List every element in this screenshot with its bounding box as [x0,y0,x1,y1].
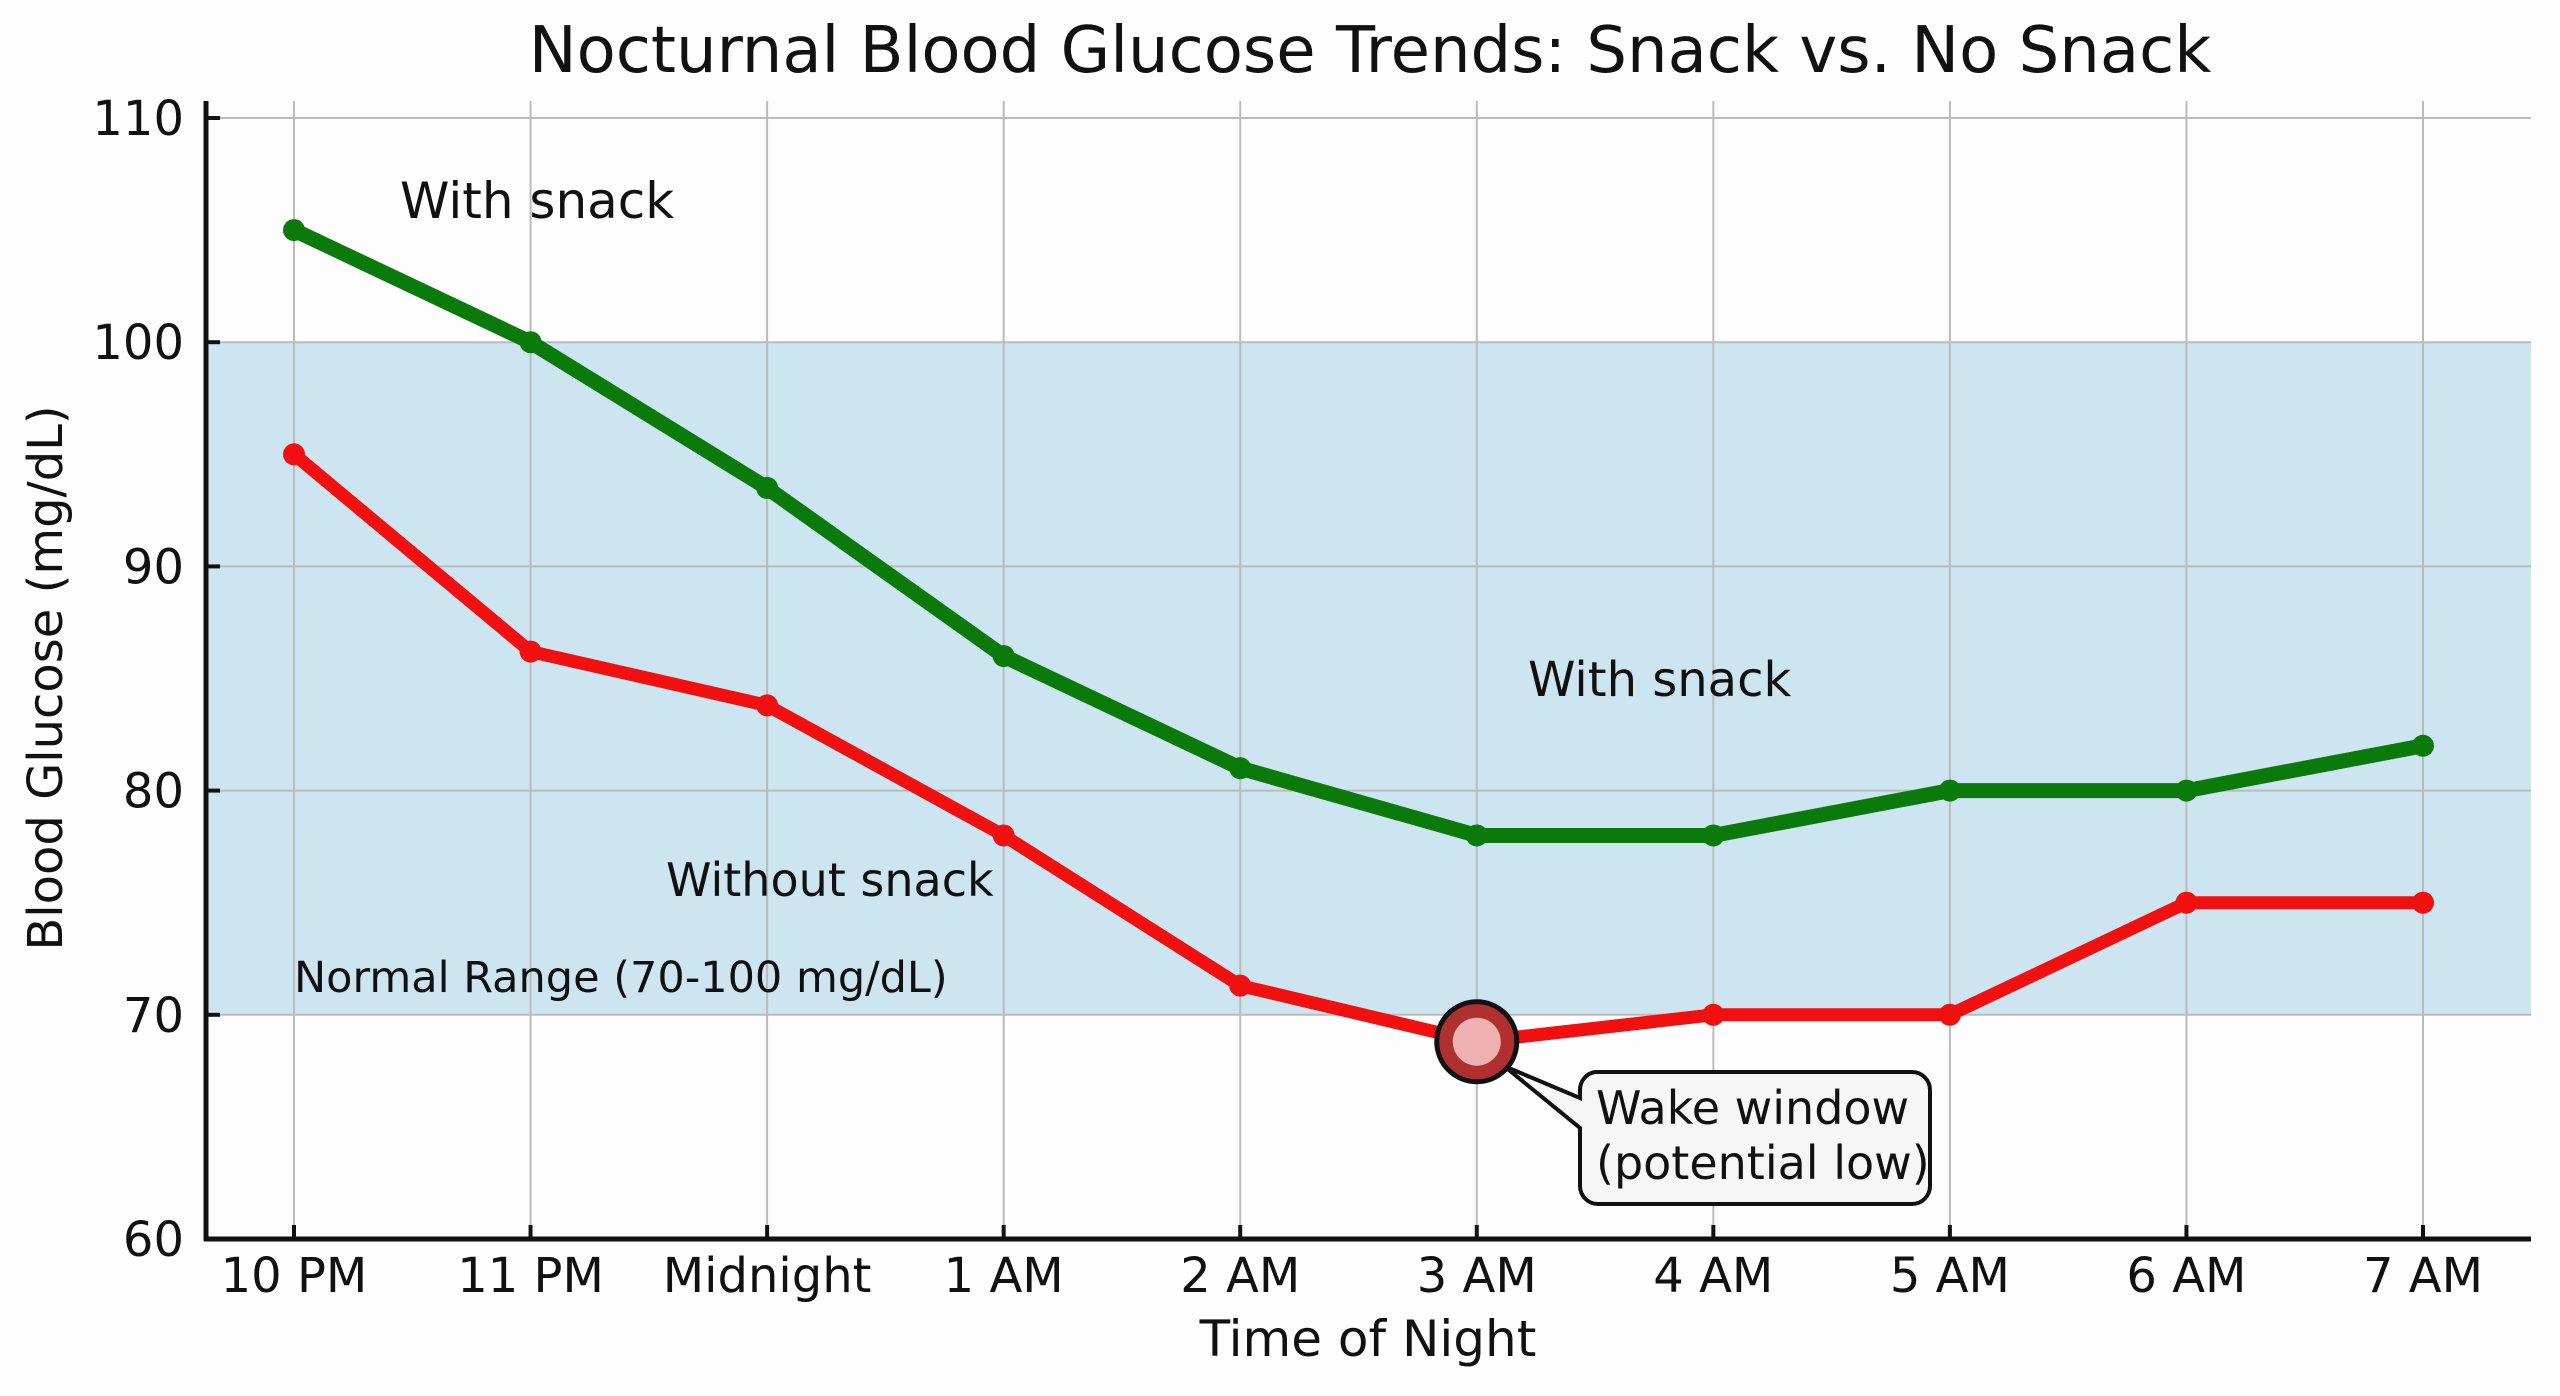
x-tick-label: 3 AM [1417,1248,1537,1304]
normal-range-band [206,342,2531,1015]
annotation-with-snack-mid: With snack [1528,652,1791,708]
data-point [519,640,542,663]
x-tick-label: 11 PM [457,1248,604,1304]
data-point [1229,974,1252,997]
series-line-with-snack [286,222,2431,843]
callout-box [1502,1064,1932,1206]
data-point [519,331,542,354]
callout: Wake window (potential low) [1502,1064,1932,1206]
band-label: Normal Range (70-100 mg/dL) [294,953,948,1003]
y-tick-label: 100 [92,315,184,371]
data-point [1465,824,1488,847]
x-tick-label: 2 AM [1180,1248,1300,1304]
data-point [756,476,779,499]
y-tick-label: 80 [123,764,184,820]
annotation-without-snack: Without snack [666,853,994,907]
y-axis-label: Blood Glucose (mg/dL) [18,405,74,950]
data-point [283,443,305,466]
x-tick-label: 1 AM [944,1248,1064,1304]
callout-line-2: (potential low) [1596,1136,1930,1190]
data-point [2412,734,2434,757]
y-tick-label: 90 [123,539,184,595]
y-tick-label: 60 [123,1212,184,1268]
y-tick-label: 110 [92,91,184,147]
annotation-with-snack-top: With snack [400,172,674,230]
data-point [1938,1003,1961,1026]
data-point [1229,757,1252,780]
wake-window-marker-inner [1452,1017,1501,1066]
data-point [1702,824,1725,847]
chart-title: Nocturnal Blood Glucose Trends: Snack vs… [529,14,2212,88]
x-tick-label: 7 AM [2363,1248,2483,1304]
data-point [992,824,1015,847]
data-point [283,219,305,242]
data-point [1702,1003,1725,1026]
y-tick-label: 70 [123,988,184,1044]
axes: 60 70 80 90 100 110 10 PM 11 PM Midnight 1 AM 2 AM… [92,91,2531,1304]
data-point [2175,779,2198,802]
callout-line-1: Wake window [1596,1081,1909,1135]
data-point [2412,891,2434,914]
x-tick-label: 10 PM [221,1248,368,1304]
wake-window-marker [1434,999,1520,1085]
x-tick-label: Midnight [663,1248,872,1304]
grid [206,101,2531,1240]
x-tick-label: 6 AM [2126,1248,2246,1304]
data-point [756,694,779,717]
data-point [2175,891,2198,914]
series-lines [283,219,2434,1053]
x-tick-label: 5 AM [1890,1248,2010,1304]
x-axis-label: Time of Night [1199,1310,1537,1368]
x-tick-label: 4 AM [1653,1248,1773,1304]
data-point [992,645,1015,668]
data-point [1938,779,1961,802]
series-line-without-snack [287,447,2430,1049]
